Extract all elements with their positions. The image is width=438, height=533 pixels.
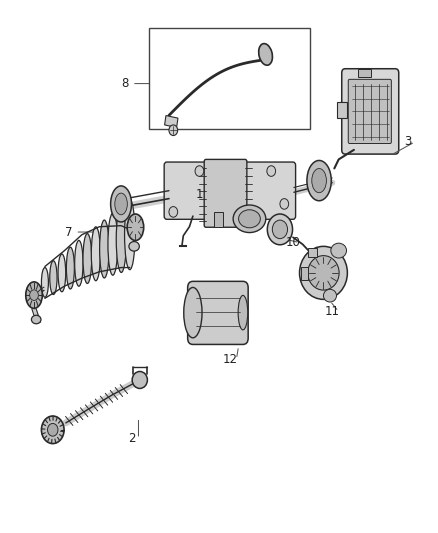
Ellipse shape	[115, 193, 127, 215]
Bar	[214, 212, 223, 227]
Ellipse shape	[32, 316, 41, 324]
Ellipse shape	[58, 254, 66, 292]
FancyBboxPatch shape	[164, 162, 296, 219]
Circle shape	[169, 207, 178, 217]
Ellipse shape	[42, 268, 48, 297]
Bar	[149, 28, 311, 128]
Circle shape	[169, 125, 178, 135]
Ellipse shape	[259, 44, 272, 65]
Ellipse shape	[323, 289, 336, 302]
Ellipse shape	[99, 220, 109, 278]
Ellipse shape	[308, 256, 339, 290]
Text: 11: 11	[325, 305, 339, 318]
Ellipse shape	[272, 220, 288, 239]
Text: 12: 12	[223, 353, 237, 366]
Circle shape	[267, 166, 276, 176]
Ellipse shape	[83, 233, 92, 284]
Ellipse shape	[116, 206, 126, 272]
Ellipse shape	[42, 416, 64, 443]
Ellipse shape	[238, 295, 248, 330]
Text: 7: 7	[65, 225, 73, 239]
Ellipse shape	[67, 247, 74, 289]
Ellipse shape	[267, 214, 293, 245]
Bar	[358, 69, 371, 77]
Circle shape	[195, 166, 204, 176]
Ellipse shape	[239, 210, 260, 228]
Ellipse shape	[184, 287, 202, 338]
Ellipse shape	[307, 160, 331, 201]
Ellipse shape	[132, 372, 148, 389]
Ellipse shape	[111, 186, 131, 222]
Ellipse shape	[300, 246, 347, 300]
Bar	[301, 267, 308, 280]
Text: 10: 10	[286, 236, 300, 249]
FancyBboxPatch shape	[342, 69, 399, 154]
Text: 3: 3	[405, 135, 412, 148]
Ellipse shape	[233, 205, 266, 232]
Ellipse shape	[331, 243, 346, 258]
Text: 8: 8	[122, 77, 129, 90]
Ellipse shape	[50, 261, 57, 295]
FancyBboxPatch shape	[187, 281, 248, 344]
Text: 1: 1	[196, 189, 203, 201]
Circle shape	[47, 423, 58, 436]
Ellipse shape	[108, 213, 118, 275]
Ellipse shape	[75, 240, 83, 286]
Ellipse shape	[312, 168, 326, 193]
Circle shape	[30, 290, 39, 301]
FancyBboxPatch shape	[204, 159, 247, 227]
Ellipse shape	[26, 282, 42, 309]
Bar	[308, 248, 317, 257]
Bar	[165, 116, 178, 127]
Text: 2: 2	[128, 432, 136, 446]
FancyBboxPatch shape	[348, 79, 391, 143]
Circle shape	[280, 199, 289, 209]
Bar	[337, 102, 347, 118]
Ellipse shape	[127, 214, 144, 240]
Ellipse shape	[129, 241, 139, 251]
Ellipse shape	[124, 200, 135, 270]
Ellipse shape	[91, 227, 100, 281]
